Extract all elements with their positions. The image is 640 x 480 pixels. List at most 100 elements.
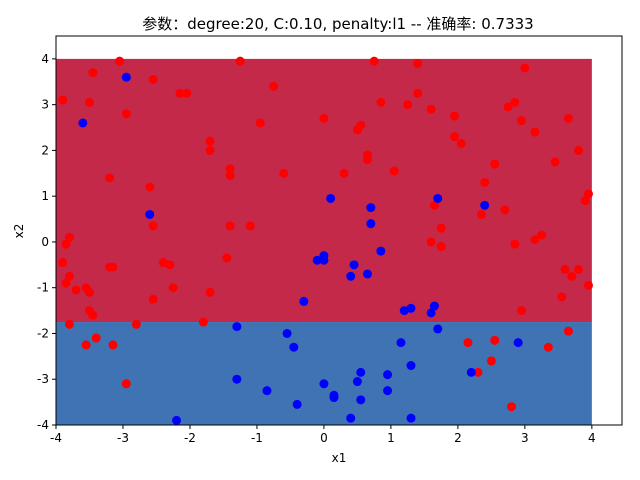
data-point-series-0 — [573, 264, 583, 274]
data-point-series-1 — [319, 255, 329, 265]
data-point-series-1 — [121, 72, 131, 82]
data-point-series-0 — [557, 292, 567, 302]
data-point-series-1 — [262, 386, 272, 396]
data-point-series-0 — [490, 159, 500, 169]
data-point-series-0 — [105, 262, 115, 272]
decision-regions — [56, 58, 592, 425]
data-point-series-0 — [64, 232, 74, 242]
data-point-series-0 — [64, 319, 74, 329]
region-blue — [56, 322, 592, 425]
data-point-series-0 — [436, 223, 446, 233]
data-point-series-0 — [235, 56, 245, 66]
data-point-series-1 — [396, 338, 406, 348]
data-point-series-1 — [349, 260, 359, 270]
data-point-series-0 — [500, 205, 510, 215]
data-point-series-0 — [356, 120, 366, 130]
data-point-series-1 — [356, 367, 366, 377]
data-point-series-0 — [205, 136, 215, 146]
data-point-series-0 — [81, 340, 91, 350]
data-point-series-0 — [389, 166, 399, 176]
y-tick-label: 0 — [41, 235, 49, 249]
data-point-series-0 — [530, 235, 540, 245]
y-tick-label: 2 — [41, 143, 49, 157]
data-point-series-0 — [205, 287, 215, 297]
data-point-series-1 — [376, 246, 386, 256]
data-point-series-0 — [121, 109, 131, 119]
data-point-series-0 — [584, 280, 594, 290]
chart-title: 参数：degree:20, C:0.10, penalty:l1 -- 准确率:… — [142, 15, 533, 33]
data-point-series-0 — [269, 81, 279, 91]
y-axis-label: x2 — [12, 224, 26, 239]
data-point-series-0 — [543, 342, 553, 352]
data-point-series-0 — [567, 271, 577, 281]
data-point-series-1 — [366, 203, 376, 213]
data-point-series-1 — [429, 301, 439, 311]
data-point-series-0 — [584, 189, 594, 199]
data-point-series-0 — [319, 113, 329, 123]
data-point-series-0 — [121, 379, 131, 389]
data-point-series-0 — [225, 164, 235, 174]
data-point-series-0 — [148, 221, 158, 231]
y-tick-label: 1 — [41, 189, 49, 203]
data-point-series-0 — [530, 127, 540, 137]
data-point-series-0 — [517, 116, 527, 126]
data-point-series-1 — [326, 193, 336, 203]
data-point-series-0 — [550, 157, 560, 167]
data-point-series-0 — [58, 95, 68, 105]
data-point-series-0 — [225, 171, 235, 181]
data-point-series-0 — [145, 182, 155, 192]
data-point-series-0 — [198, 317, 208, 327]
data-point-series-0 — [376, 97, 386, 107]
data-point-series-1 — [433, 324, 443, 334]
data-point-series-0 — [115, 56, 125, 66]
y-axis-ticks: -4 -3 -2 -1 0 1 2 3 4 — [37, 52, 56, 432]
data-point-series-0 — [131, 319, 141, 329]
data-point-series-1 — [282, 328, 292, 338]
data-point-series-1 — [406, 303, 416, 313]
data-point-series-0 — [450, 111, 460, 121]
x-tick-label: 2 — [454, 431, 462, 445]
data-point-series-0 — [426, 237, 436, 247]
data-point-series-0 — [84, 97, 94, 107]
data-point-series-0 — [225, 221, 235, 231]
data-point-series-0 — [426, 104, 436, 114]
x-tick-label: -4 — [50, 431, 62, 445]
x-tick-label: -3 — [117, 431, 129, 445]
data-point-series-1 — [383, 370, 393, 380]
data-point-series-1 — [346, 413, 356, 423]
data-point-series-0 — [255, 118, 265, 128]
data-point-series-0 — [175, 88, 185, 98]
data-point-series-1 — [362, 269, 372, 279]
data-point-series-1 — [232, 322, 242, 332]
y-tick-label: 3 — [41, 98, 49, 112]
x-tick-label: 0 — [320, 431, 328, 445]
y-tick-label: -2 — [37, 326, 49, 340]
y-tick-label: -4 — [37, 418, 49, 432]
data-point-series-1 — [145, 209, 155, 219]
data-point-series-0 — [563, 113, 573, 123]
data-point-series-0 — [105, 173, 115, 183]
data-point-series-0 — [560, 264, 570, 274]
data-point-series-1 — [356, 395, 366, 405]
data-point-series-1 — [426, 308, 436, 318]
x-axis-ticks: -4 -3 -2 -1 0 1 2 3 4 — [50, 425, 596, 445]
data-point-series-0 — [148, 294, 158, 304]
data-point-series-0 — [429, 200, 439, 210]
data-point-series-0 — [61, 239, 71, 249]
data-point-series-1 — [466, 367, 476, 377]
data-point-series-1 — [352, 377, 362, 387]
data-point-series-1 — [289, 342, 299, 352]
data-point-series-0 — [362, 155, 372, 165]
data-point-series-0 — [64, 271, 74, 281]
data-point-series-0 — [473, 367, 483, 377]
data-point-series-1 — [383, 386, 393, 396]
data-point-series-0 — [71, 285, 81, 295]
data-point-series-0 — [91, 333, 101, 343]
y-tick-label: -3 — [37, 372, 49, 386]
data-point-series-0 — [222, 253, 232, 263]
data-point-series-0 — [61, 278, 71, 288]
data-point-series-0 — [580, 196, 590, 206]
data-point-series-0 — [503, 102, 513, 112]
data-point-series-1 — [329, 393, 339, 403]
